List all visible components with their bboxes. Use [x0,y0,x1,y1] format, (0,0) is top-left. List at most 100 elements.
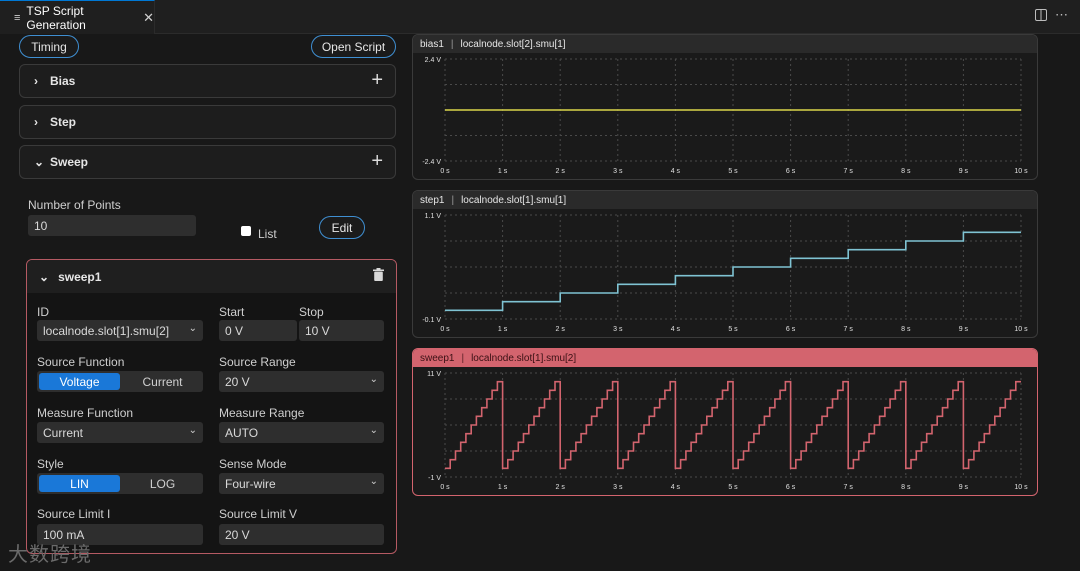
x-tick-label: 5 s [728,484,738,491]
id-label: ID [37,305,49,319]
section-label: Step [50,115,77,129]
chevron-down-icon: ⌄ [188,323,197,334]
x-tick-label: 0 s [440,326,450,333]
chevron-down-icon: ⌄ [369,476,378,487]
measure-range-label: Measure Range [219,406,305,420]
sweep-card-title: sweep1 [58,269,102,284]
source-range-value: 20 V [225,374,250,389]
trash-icon[interactable] [373,268,384,281]
chart-step1[interactable]: step1 | localnode.slot[1].smu[1] 1.1 V -0… [412,190,1038,338]
x-tick-label: 7 s [844,168,854,175]
list-checkbox[interactable] [241,226,251,236]
x-tick-label: 1 s [498,484,508,491]
chart-header: sweep1 | localnode.slot[1].smu[2] [413,349,1037,367]
x-tick-label: 5 s [728,326,738,333]
measure-function-value: Current [43,425,84,440]
sense-mode-label: Sense Mode [219,457,287,471]
measure-range-select[interactable]: AUTO ⌄ [219,422,384,443]
y-tick-label: -0.1 V [422,317,441,324]
x-tick-label: 3 s [613,168,623,175]
chevron-right-icon: › [34,74,38,88]
stop-input[interactable]: 10 V [299,320,384,341]
id-select[interactable]: localnode.slot[1].smu[2] ⌄ [37,320,203,341]
x-tick-label: 4 s [671,484,681,491]
sweep-card: ⌄ sweep1 ID localnode.slot[1].smu[2] ⌄ S… [26,259,397,554]
series-line [445,231,1021,312]
chevron-down-icon: ⌄ [39,269,50,284]
section-bias[interactable]: › Bias + [19,64,396,98]
x-tick-label: 0 s [440,484,450,491]
start-input[interactable]: 0 V [219,320,297,341]
chart-title: localnode.slot[1].smu[1] [461,194,567,206]
sense-mode-value: Four-wire [225,476,276,491]
x-tick-label: 1 s [498,168,508,175]
x-tick-label: 2 s [556,168,566,175]
number-of-points-input[interactable]: 10 [28,215,196,236]
close-icon[interactable]: ✕ [143,9,154,25]
measure-function-select[interactable]: Current ⌄ [37,422,203,443]
list-label: List [258,227,277,241]
timing-button[interactable]: Timing [19,35,79,58]
tab-tsp-script-generation[interactable]: ≡ TSP Script Generation ✕ [0,0,155,34]
style-label: Style [37,457,64,471]
chart-sweep1[interactable]: sweep1 | localnode.slot[1].smu[2] 11 V -1… [412,348,1038,496]
section-step[interactable]: › Step [19,105,396,139]
section-sweep[interactable]: ⌄ Sweep + [19,145,396,179]
edit-button[interactable]: Edit [319,216,365,239]
y-tick-label: -1 V [428,475,441,482]
style-lin[interactable]: LIN [39,475,120,492]
x-tick-label: 2 s [556,326,566,333]
start-label: Start [219,305,245,319]
number-of-points-label: Number of Points [28,198,121,212]
chart-title: localnode.slot[2].smu[1] [460,38,566,50]
x-tick-label: 2 s [556,484,566,491]
x-tick-label: 9 s [959,484,969,491]
sense-mode-select[interactable]: Four-wire ⌄ [219,473,384,494]
menu-lines-icon: ≡ [14,11,21,24]
chevron-down-icon: ⌄ [369,374,378,385]
chevron-down-icon: ⌄ [34,155,45,169]
x-tick-label: 9 s [959,326,969,333]
source-limit-i-input[interactable]: 100 mA [37,524,203,545]
id-value: localnode.slot[1].smu[2] [43,323,170,338]
editor-tab-bar: ≡ TSP Script Generation ✕ ⋯ [0,0,1080,34]
sweep-card-header[interactable]: ⌄ sweep1 [27,260,396,293]
chart-name: sweep1 [420,352,455,364]
chart-header: step1 | localnode.slot[1].smu[1] [413,191,1037,209]
x-tick-label: 6 s [786,326,796,333]
style-log[interactable]: LOG [149,476,176,491]
measure-function-label: Measure Function [37,406,134,420]
source-range-select[interactable]: 20 V ⌄ [219,371,384,392]
x-tick-label: 6 s [786,484,796,491]
y-tick-label: 1.1 V [425,213,442,220]
section-label: Bias [50,74,76,88]
source-limit-v-input[interactable]: 20 V [219,524,384,545]
more-actions-icon[interactable]: ⋯ [1055,7,1068,22]
add-sweep-icon[interactable]: + [371,150,383,172]
x-tick-label: 5 s [728,168,738,175]
source-function-voltage[interactable]: Voltage [39,373,120,390]
open-script-button[interactable]: Open Script [311,35,396,58]
chart-plot-area: 11 V -1 V 0 s 1 s 2 s 3 s 4 s 5 s 6 s 7 s 8 s 9 s 10… [427,371,1028,491]
add-bias-icon[interactable]: + [371,69,383,91]
watermark: 大数跨境 [8,538,92,567]
x-tick-label: 4 s [671,326,681,333]
source-limit-i-label: Source Limit I [37,507,111,521]
source-range-label: Source Range [219,355,296,369]
x-tick-label: 9 s [959,168,969,175]
y-tick-label: 2.4 V [425,57,442,64]
x-tick-label: 8 s [901,168,911,175]
split-editor-icon[interactable] [1035,9,1047,24]
series-line [445,380,1021,470]
chart-bias1[interactable]: bias1 | localnode.slot[2].smu[1] 2.4 V -2… [412,34,1038,180]
section-label: Sweep [50,155,89,169]
chevron-down-icon: ⌄ [188,425,197,436]
x-tick-label: 1 s [498,326,508,333]
x-tick-label: 6 s [786,168,796,175]
source-function-current[interactable]: Current [142,374,183,389]
source-function-label: Source Function [37,355,125,369]
chart-name: bias1 [420,38,444,50]
configuration-panel: Timing Open Script › Bias + › Step ⌄ Swe… [18,34,398,571]
chart-title: localnode.slot[1].smu[2] [471,352,577,364]
chart-name: step1 [420,194,445,206]
